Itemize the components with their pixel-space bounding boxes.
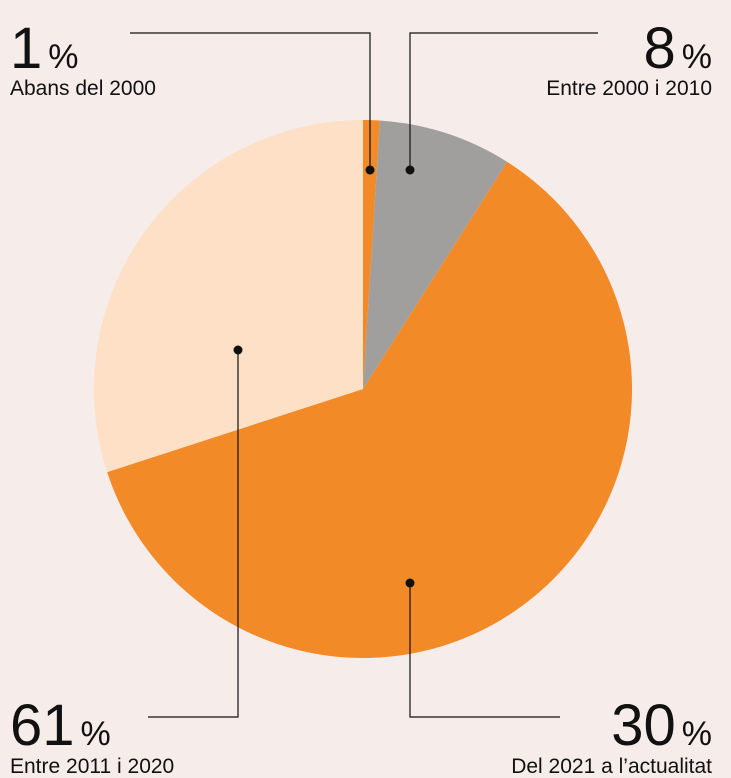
leader-dot xyxy=(405,165,415,175)
pie-slice xyxy=(363,120,508,389)
pie xyxy=(93,120,633,658)
pie-slice xyxy=(363,120,380,389)
value-number: 8 xyxy=(644,16,676,81)
value-unit: % xyxy=(48,38,78,76)
leader-line xyxy=(409,32,598,170)
value-label: 61% xyxy=(10,693,111,758)
leader-line xyxy=(409,583,560,718)
value-unit: % xyxy=(682,38,712,76)
leader-line xyxy=(130,32,371,170)
leader-dot xyxy=(365,165,375,175)
value-unit: % xyxy=(81,715,111,753)
value-number: 1 xyxy=(10,16,42,81)
category-label: Entre 2011 i 2020 xyxy=(10,755,174,778)
pie-slice xyxy=(93,120,363,473)
category-label: Abans del 2000 xyxy=(10,77,156,100)
value-label: 8% xyxy=(644,16,713,81)
value-label: 1% xyxy=(10,16,79,81)
leader-dot xyxy=(405,578,415,588)
value-number: 30 xyxy=(611,693,676,758)
leader-dot xyxy=(233,345,243,355)
value-unit: % xyxy=(682,715,712,753)
category-label: Del 2021 a l’actualitat xyxy=(511,755,712,778)
category-label: Entre 2000 i 2010 xyxy=(546,77,712,100)
value-label: 30% xyxy=(611,693,712,758)
leader-line xyxy=(148,350,239,718)
value-number: 61 xyxy=(10,693,75,758)
